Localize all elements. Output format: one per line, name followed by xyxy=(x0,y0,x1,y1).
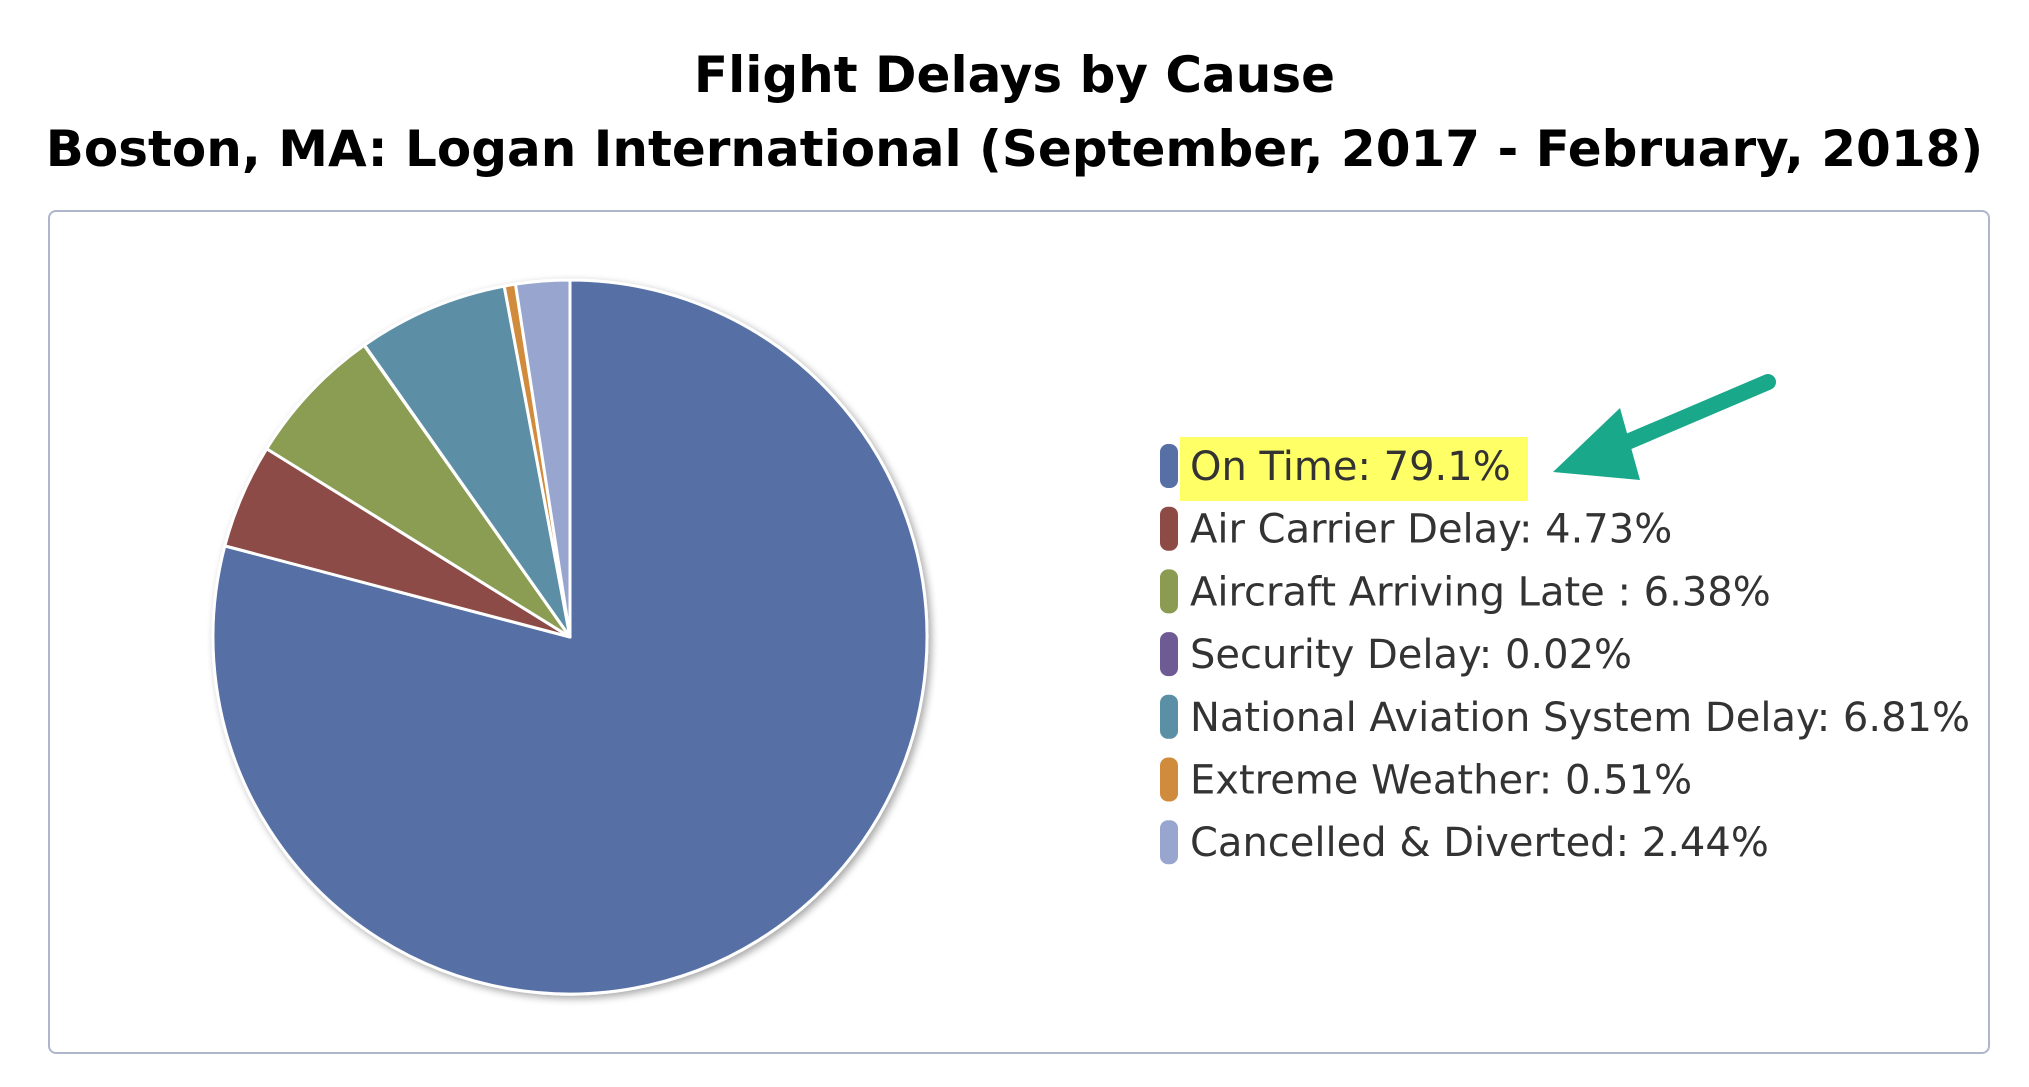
legend-swatch-extreme-weather xyxy=(1160,757,1178,802)
annotation xyxy=(1553,374,1776,480)
legend-swatch-cancelled-diverted xyxy=(1160,820,1178,865)
arrow-head-icon xyxy=(1553,408,1640,480)
legend-swatch-national-aviation-system-delay xyxy=(1160,694,1178,739)
legend-item-extreme-weather[interactable]: Extreme Weather: 0.51% xyxy=(1190,758,1692,804)
legend-swatch-air-carrier-delay xyxy=(1160,506,1178,551)
pie-slice-on-time[interactable] xyxy=(211,278,929,996)
legend: On Time: 79.1% Air Carrier Delay: 4.73% Ai… xyxy=(1160,437,1970,866)
legend-item-aircraft-arriving-late[interactable]: Aircraft Arriving Late : 6.38% xyxy=(1190,569,1771,615)
pie-slices xyxy=(211,278,929,996)
chart-title-block: Flight Delays by Cause Boston, MA: Logan… xyxy=(0,38,2029,186)
pie-slice-national-aviation-system-delay[interactable] xyxy=(363,284,572,639)
legend-item-security-delay[interactable]: Security Delay: 0.02% xyxy=(1190,632,1632,678)
legend-item-cancelled-diverted[interactable]: Cancelled & Diverted: 2.44% xyxy=(1190,820,1769,866)
legend-item-air-carrier-delay[interactable]: Air Carrier Delay: 4.73% xyxy=(1190,507,1672,553)
pie-slice-aircraft-arriving-late[interactable] xyxy=(265,343,572,639)
legend-swatch-aircraft-arriving-late xyxy=(1160,569,1178,614)
legend-item-on-time[interactable]: On Time: 79.1% xyxy=(1190,444,1511,490)
chart-subtitle: Boston, MA: Logan International (Septemb… xyxy=(45,120,1984,178)
pie-slice-cancelled-diverted[interactable] xyxy=(513,278,572,639)
legend-swatch-on-time xyxy=(1160,444,1178,488)
legend-item-national-aviation-system-delay[interactable]: National Aviation System Delay: 6.81% xyxy=(1190,695,1970,741)
arrow-icon xyxy=(1610,374,1776,454)
legend-highlight xyxy=(1180,437,1528,501)
chart-title: Flight Delays by Cause xyxy=(693,46,1336,104)
legend-swatch-security-delay xyxy=(1160,632,1178,677)
